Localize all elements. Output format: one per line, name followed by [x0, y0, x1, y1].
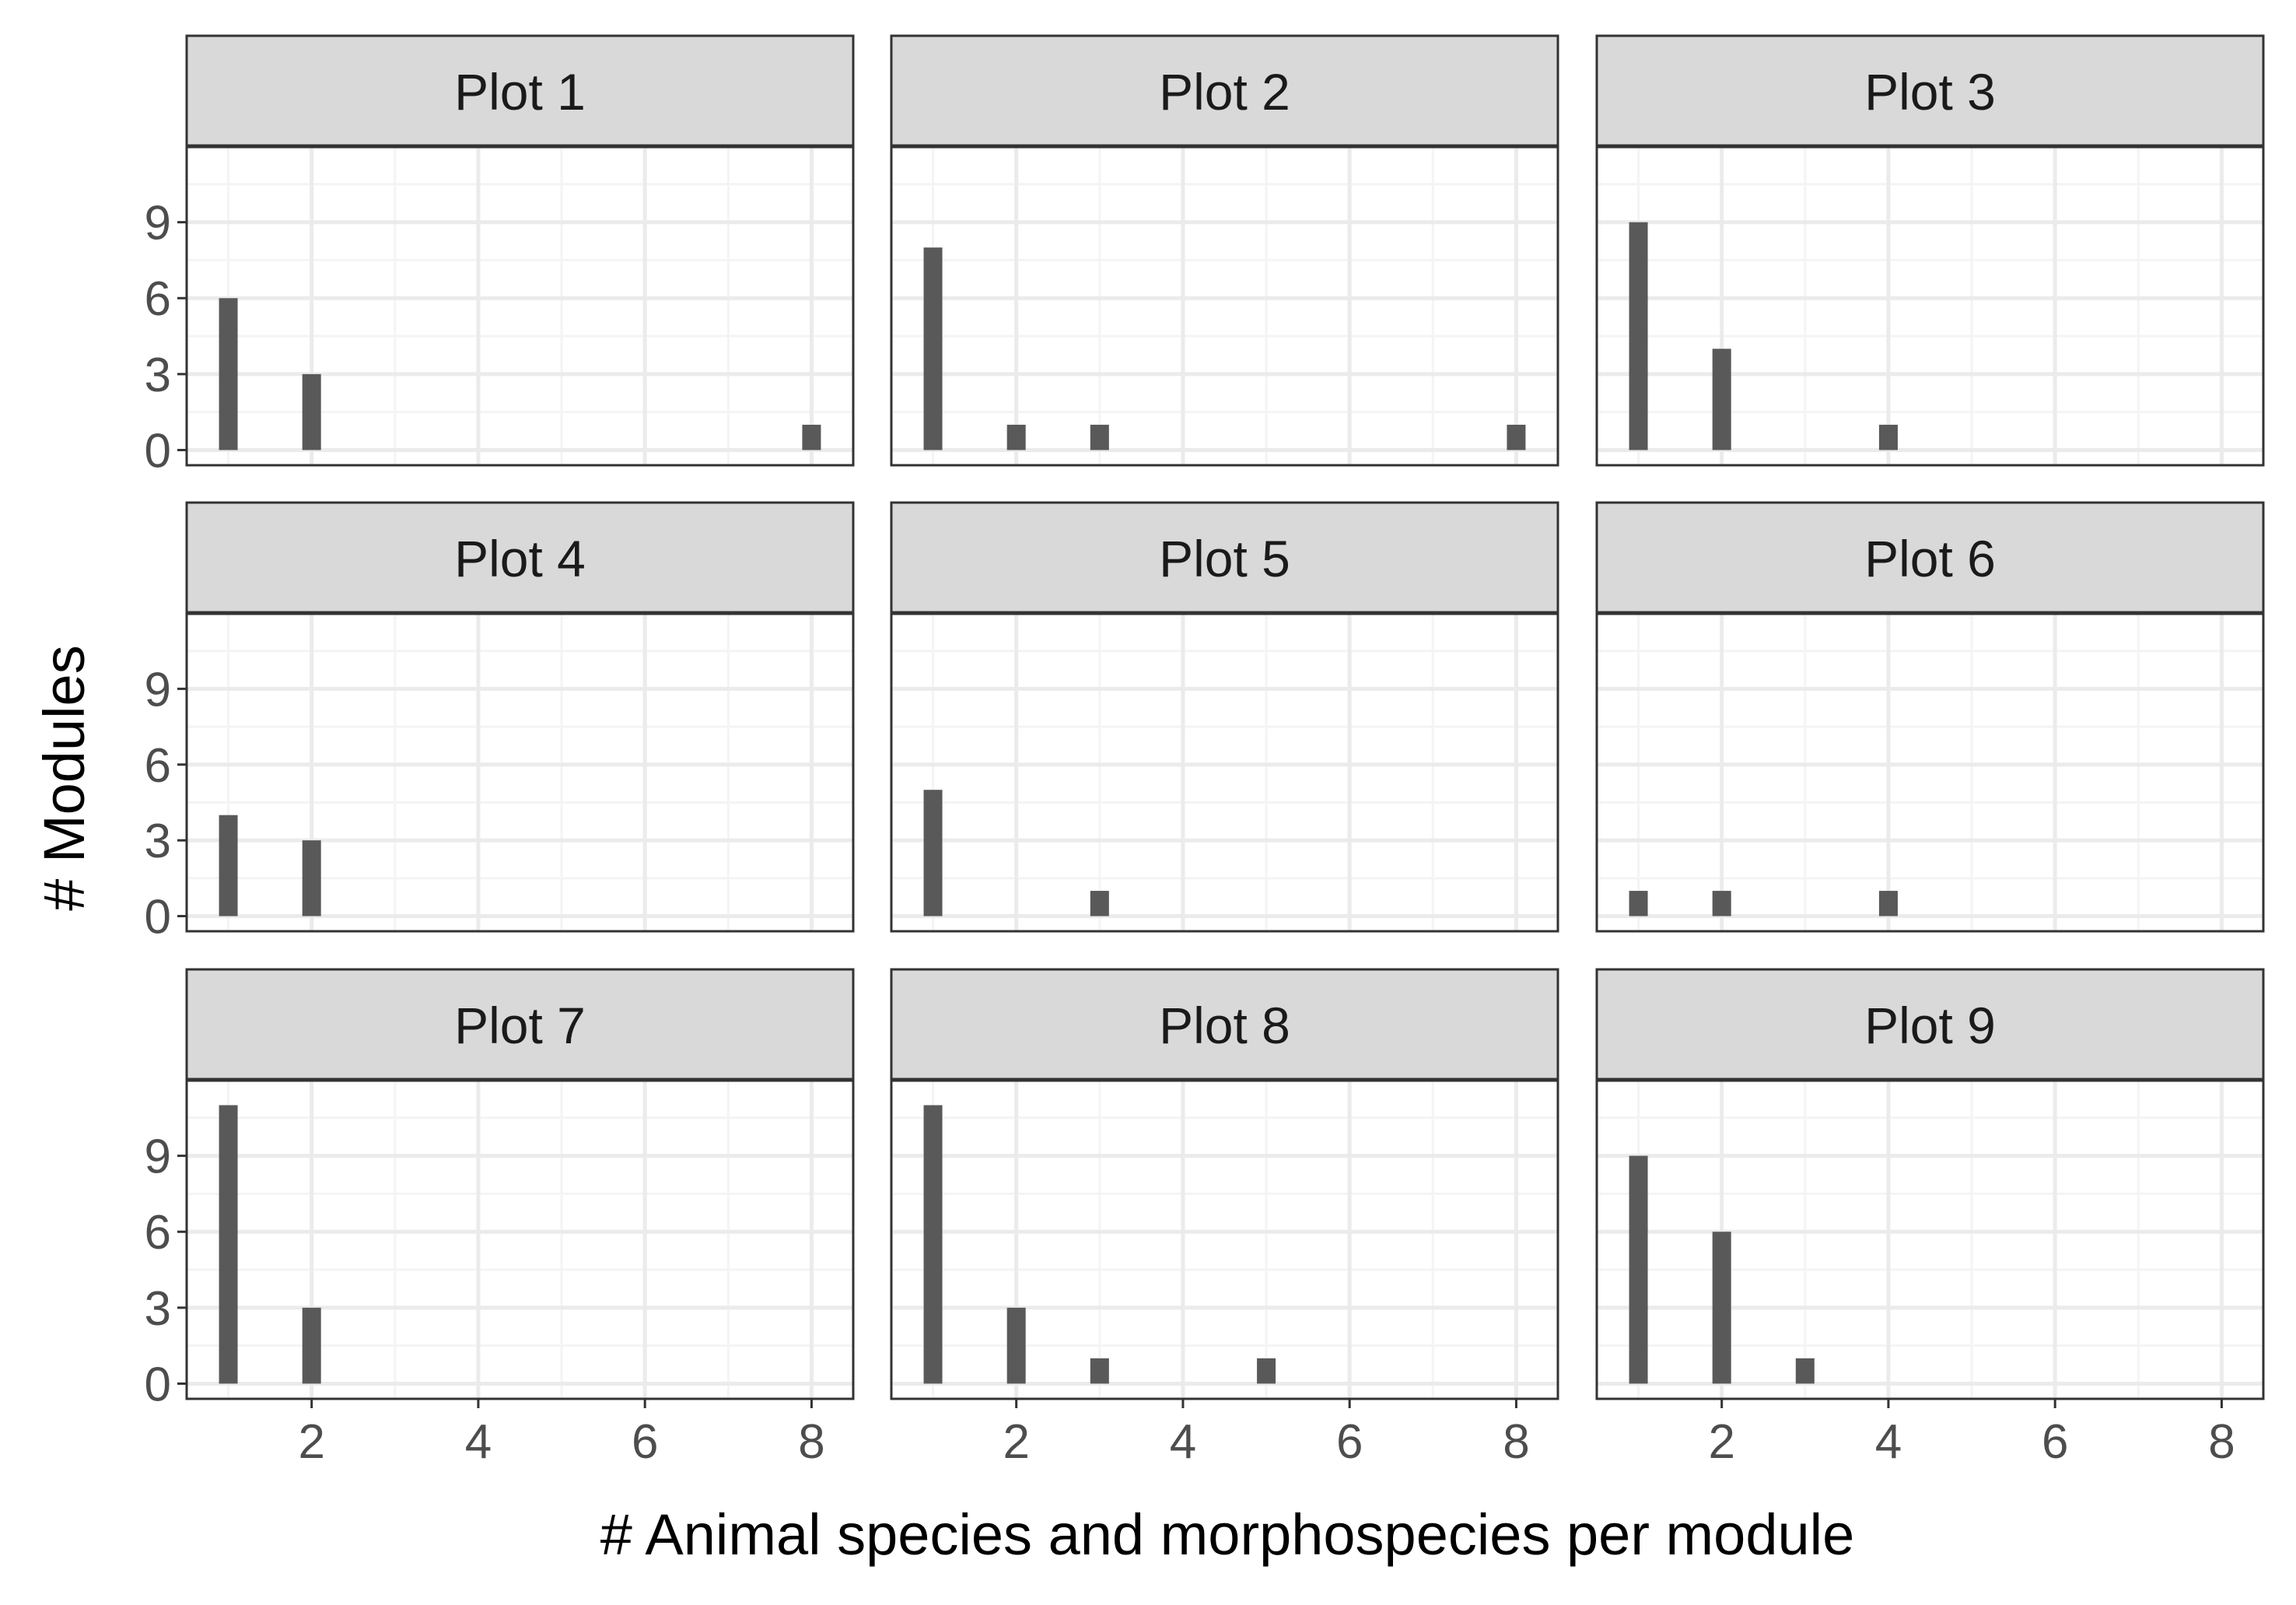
facet-strip — [1595, 968, 2265, 1081]
bar — [1712, 891, 1731, 916]
bar — [1257, 1358, 1276, 1384]
bar — [1006, 1307, 1026, 1384]
x-tick-label: 2 — [1003, 1415, 1029, 1469]
y-tick-label: 9 — [145, 663, 171, 717]
panel-background — [1597, 613, 2263, 931]
y-axis-title: # Modules — [32, 645, 96, 910]
x-tick-label: 4 — [465, 1415, 492, 1469]
panel-background — [891, 1080, 1558, 1399]
panel-background — [187, 146, 853, 465]
facet-strip-label: Plot 8 — [1159, 997, 1290, 1054]
facet-panel: Plot 4 0 3 6 9 — [145, 501, 855, 944]
facet-panel: Plot 7 0 3 6 9 2 4 6 8 — [145, 968, 855, 1469]
facet-strip — [890, 501, 1559, 615]
facet-strip-label: Plot 4 — [454, 530, 586, 587]
panel-background — [891, 613, 1558, 931]
panel-background — [1597, 1080, 2263, 1399]
x-axis-title: # Animal species and morphospecies per m… — [600, 1502, 1854, 1567]
y-tick-label: 0 — [145, 891, 171, 944]
bar — [1795, 1358, 1815, 1384]
bar — [219, 1105, 238, 1384]
facet-strip — [1595, 34, 2265, 148]
facet-panel: Plot 5 — [890, 501, 1559, 933]
y-tick-label: 0 — [145, 1358, 171, 1411]
x-tick-label: 8 — [798, 1415, 824, 1469]
facet-strip — [185, 968, 855, 1081]
bar — [923, 790, 943, 916]
bar — [802, 424, 821, 450]
facet-panels: Plot 1 0 3 6 9 Plot 2 Plot 3 Plot 4 0 3 6 9 Plot 5 Pl… — [145, 34, 2265, 1469]
bar — [1090, 424, 1109, 450]
facet-panel: Plot 6 — [1595, 501, 2265, 933]
x-tick-label: 2 — [298, 1415, 324, 1469]
x-tick-label: 8 — [1503, 1415, 1529, 1469]
bar — [302, 1307, 321, 1384]
facet-strip — [185, 34, 855, 148]
bar — [219, 815, 238, 916]
bar — [302, 373, 321, 450]
facet-panel: Plot 1 0 3 6 9 — [145, 34, 855, 478]
y-tick-label: 6 — [145, 739, 171, 793]
bar — [923, 1105, 943, 1384]
facet-panel: Plot 3 — [1595, 34, 2265, 467]
y-tick-label: 6 — [145, 272, 171, 326]
bar — [219, 298, 238, 450]
y-tick-label: 9 — [145, 197, 171, 251]
facet-strip-label: Plot 5 — [1159, 530, 1290, 587]
y-tick-label: 9 — [145, 1130, 171, 1184]
x-tick-label: 6 — [2042, 1415, 2068, 1469]
x-tick-label: 6 — [1336, 1415, 1363, 1469]
bar — [1878, 424, 1898, 450]
y-tick-label: 3 — [145, 815, 171, 868]
y-tick-label: 3 — [145, 349, 171, 402]
y-tick-label: 3 — [145, 1282, 171, 1336]
facet-strip-label: Plot 7 — [454, 997, 586, 1054]
panel-background — [187, 1080, 853, 1399]
facet-strip-label: Plot 3 — [1864, 63, 1996, 121]
bar — [1090, 891, 1109, 916]
panel-background — [187, 613, 853, 931]
bar — [1878, 891, 1898, 916]
x-tick-label: 4 — [1875, 1415, 1902, 1469]
y-tick-label: 6 — [145, 1206, 171, 1260]
bar — [1006, 424, 1026, 450]
facet-panel: Plot 8 2 4 6 8 — [890, 968, 1559, 1469]
facet-strip — [890, 968, 1559, 1081]
x-tick-label: 4 — [1170, 1415, 1196, 1469]
bar — [1629, 1155, 1648, 1384]
bar — [1507, 424, 1526, 450]
facet-strip-label: Plot 6 — [1864, 530, 1996, 587]
bar — [1090, 1358, 1109, 1384]
facet-panel: Plot 2 — [890, 34, 1559, 467]
panel-background — [891, 146, 1558, 465]
bar — [1629, 891, 1648, 916]
bar — [923, 247, 943, 450]
panel-background — [1597, 146, 2263, 465]
x-tick-label: 6 — [632, 1415, 658, 1469]
bar — [302, 840, 321, 916]
x-tick-label: 2 — [1708, 1415, 1734, 1469]
facet-strip — [1595, 501, 2265, 615]
facet-strip-label: Plot 2 — [1159, 63, 1290, 121]
bar — [1712, 349, 1731, 450]
y-tick-label: 0 — [145, 424, 171, 478]
facet-strip — [185, 501, 855, 615]
bar — [1629, 222, 1648, 450]
facet-strip-label: Plot 9 — [1864, 997, 1996, 1054]
facet-strip-label: Plot 1 — [454, 63, 586, 121]
x-tick-label: 8 — [2208, 1415, 2235, 1469]
bar — [1712, 1232, 1731, 1384]
facet-panel: Plot 9 2 4 6 8 — [1595, 968, 2265, 1469]
facet-strip — [890, 34, 1559, 148]
